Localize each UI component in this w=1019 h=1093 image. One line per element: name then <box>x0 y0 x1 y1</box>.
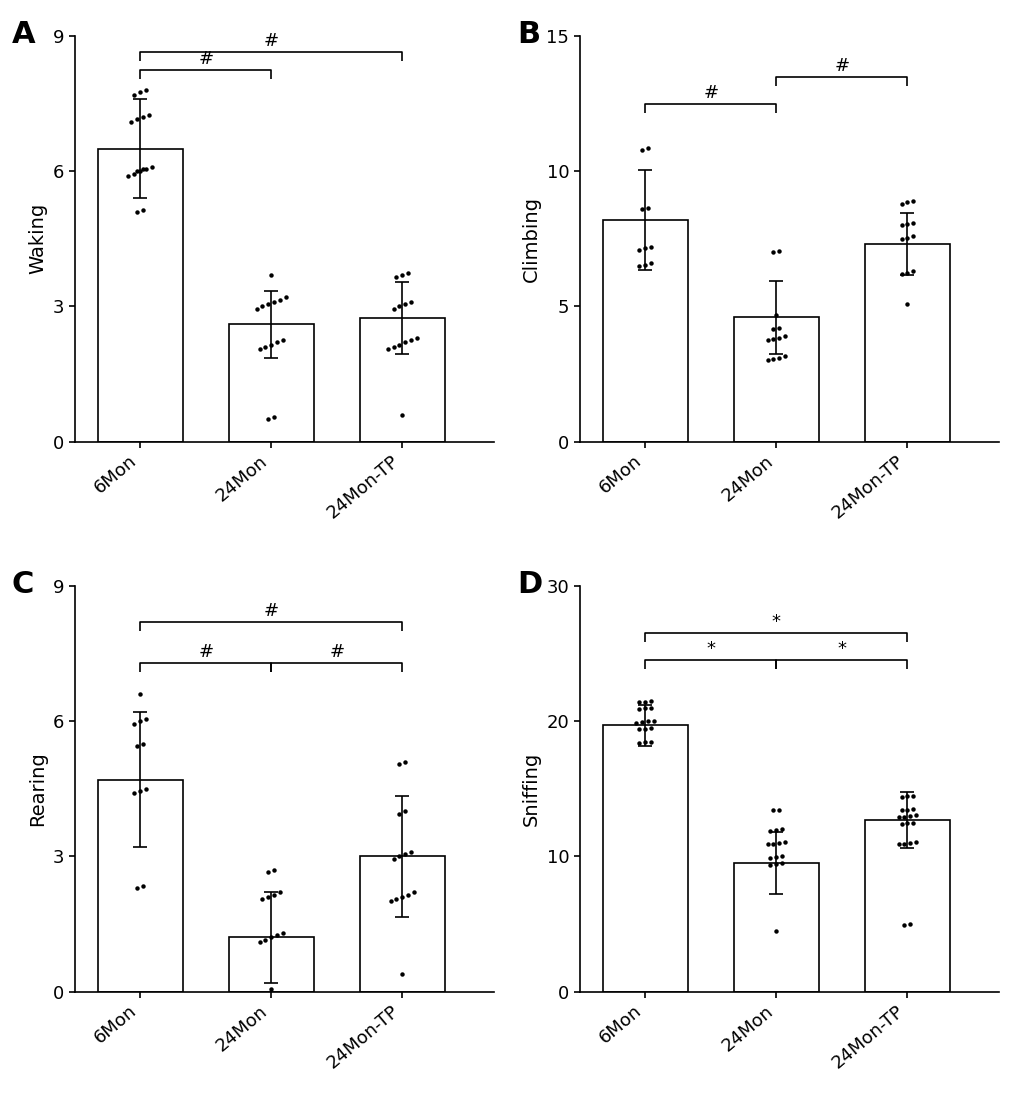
Bar <box>733 863 818 991</box>
Text: #: # <box>198 643 213 660</box>
Text: C: C <box>12 569 35 599</box>
Text: *: * <box>837 640 846 658</box>
Bar <box>98 779 182 991</box>
Text: #: # <box>264 32 278 50</box>
Bar <box>360 857 444 991</box>
Text: *: * <box>771 613 781 632</box>
Bar <box>228 325 314 442</box>
Y-axis label: Rearing: Rearing <box>29 752 47 826</box>
Text: #: # <box>198 50 213 68</box>
Text: #: # <box>702 84 717 102</box>
Y-axis label: Sniffing: Sniffing <box>522 752 540 826</box>
Text: #: # <box>834 57 849 74</box>
Text: #: # <box>264 602 278 620</box>
Bar <box>602 726 687 991</box>
Y-axis label: Climbing: Climbing <box>522 196 540 282</box>
Y-axis label: Waking: Waking <box>29 203 47 274</box>
Text: #: # <box>329 643 344 660</box>
Bar <box>602 220 687 442</box>
Bar <box>864 820 949 991</box>
Text: *: * <box>705 640 714 658</box>
Bar <box>360 318 444 442</box>
Bar <box>733 317 818 442</box>
Bar <box>228 938 314 991</box>
Bar <box>98 149 182 442</box>
Text: B: B <box>517 20 539 49</box>
Text: D: D <box>517 569 541 599</box>
Bar <box>864 244 949 442</box>
Text: A: A <box>12 20 36 49</box>
